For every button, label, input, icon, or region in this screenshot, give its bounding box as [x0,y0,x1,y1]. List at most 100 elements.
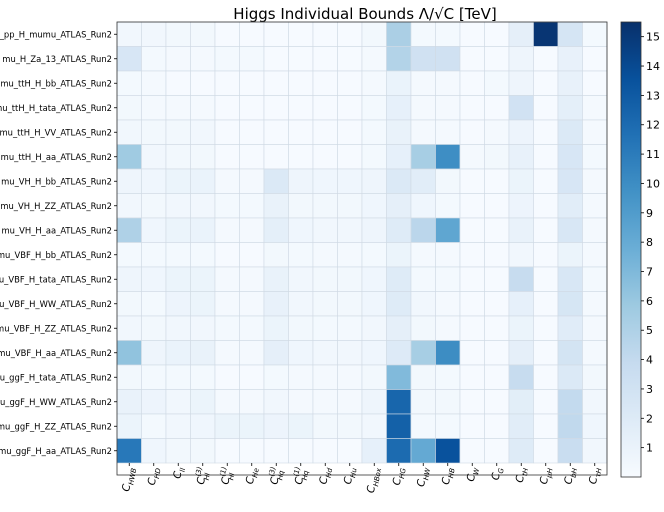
heatmap-cell [214,95,240,121]
x-tick-label: CW [465,465,481,483]
heatmap-cell [263,340,289,366]
heatmap-cell [214,340,240,366]
heatmap-cell [312,340,338,366]
heatmap-cell [557,168,583,194]
heatmap-cell [386,46,412,72]
heatmap-cell [484,438,510,464]
heatmap-cell [337,266,363,292]
heatmap-cell [288,364,314,390]
heatmap-cell [239,21,265,47]
heatmap-cell [312,315,338,341]
heatmap-cell [533,193,559,219]
heatmap-cell [386,413,412,439]
heatmap-cell [141,70,167,96]
heatmap-cell [459,21,485,47]
heatmap-cell [386,291,412,317]
heatmap-cell [263,95,289,121]
x-tick-label: CHu [342,466,359,486]
heatmap-cell [288,21,314,47]
heatmap-cell [557,144,583,170]
heatmap-cell [190,438,216,464]
y-tick-label: mu_ttH_H_aa_ATLAS_Run2 [1,152,112,162]
heatmap-cell [484,340,510,366]
heatmap-cell [190,21,216,47]
heatmap-cell [386,389,412,415]
heatmap-cell [361,315,387,341]
heatmap-cell [361,95,387,121]
x-tick-label: CHB [440,466,457,486]
heatmap-cell [337,242,363,268]
heatmap-cell [557,21,583,47]
heatmap-cell [484,413,510,439]
heatmap-cell [533,119,559,145]
heatmap-cell [263,364,289,390]
heatmap-cell [557,119,583,145]
heatmap-cell [337,217,363,243]
colorbar-tick-label: 9 [646,207,653,220]
heatmap-cell [141,340,167,366]
heatmap-cell [410,21,436,47]
y-tick-label: mu_VBF_H_bb_ATLAS_Run2 [0,250,112,260]
heatmap-cells [116,21,608,464]
colorbar-tick-label: 8 [646,236,653,249]
heatmap-cell [582,438,608,464]
heatmap-cell [533,46,559,72]
heatmap-cell [263,217,289,243]
heatmap-cell [190,389,216,415]
heatmap-cell [190,144,216,170]
heatmap-cell [263,291,289,317]
heatmap-cell [263,413,289,439]
heatmap-cell [459,242,485,268]
heatmap-cell [484,217,510,243]
heatmap-cell [214,119,240,145]
heatmap-cell [386,315,412,341]
colorbar-tick-label: 14 [646,60,660,73]
heatmap-cell [239,217,265,243]
heatmap-cell [288,46,314,72]
heatmap-cell [557,364,583,390]
heatmap-cell [263,389,289,415]
heatmap-cell [557,242,583,268]
heatmap-cell [288,70,314,96]
heatmap-cell [435,438,461,464]
heatmap-cell [214,46,240,72]
heatmap-cell [214,21,240,47]
y-tick-label: mu_VH_H_aa_ATLAS_Run2 [2,225,112,235]
heatmap-cell [116,21,142,47]
heatmap-cell [141,46,167,72]
heatmap-cell [312,266,338,292]
heatmap-cell [361,217,387,243]
heatmap-cell [484,70,510,96]
heatmap-cell [484,364,510,390]
heatmap-cell [582,315,608,341]
heatmap-cell [239,340,265,366]
heatmap-cell [508,119,534,145]
heatmap-cell [386,168,412,194]
x-tick-label: CbH [562,466,579,486]
heatmap-cell [533,438,559,464]
heatmap-cell [410,413,436,439]
heatmap-cell [410,266,436,292]
heatmap-cell [459,144,485,170]
x-tick-label: CtH [514,466,531,484]
x-tick-label: C(3)Hq [266,466,286,486]
heatmap-cell [116,168,142,194]
heatmap-cell [288,193,314,219]
heatmap-cell [312,291,338,317]
x-axis-labels: CHWB CHD Cll C(3)Hl C(1)Hl CHe C(3)HqC(1)Hq CHd… [120,463,604,494]
heatmap-cell [410,144,436,170]
x-tick-label: Cll [171,466,187,480]
heatmap-cell [214,242,240,268]
heatmap-cell [557,315,583,341]
heatmap-cell [337,144,363,170]
x-tick-label: CτH [587,466,604,486]
heatmap-cell [484,291,510,317]
heatmap-cell [337,21,363,47]
heatmap-cell [386,340,412,366]
heatmap-cell [582,364,608,390]
heatmap-cell [239,389,265,415]
heatmap-cell [410,438,436,464]
